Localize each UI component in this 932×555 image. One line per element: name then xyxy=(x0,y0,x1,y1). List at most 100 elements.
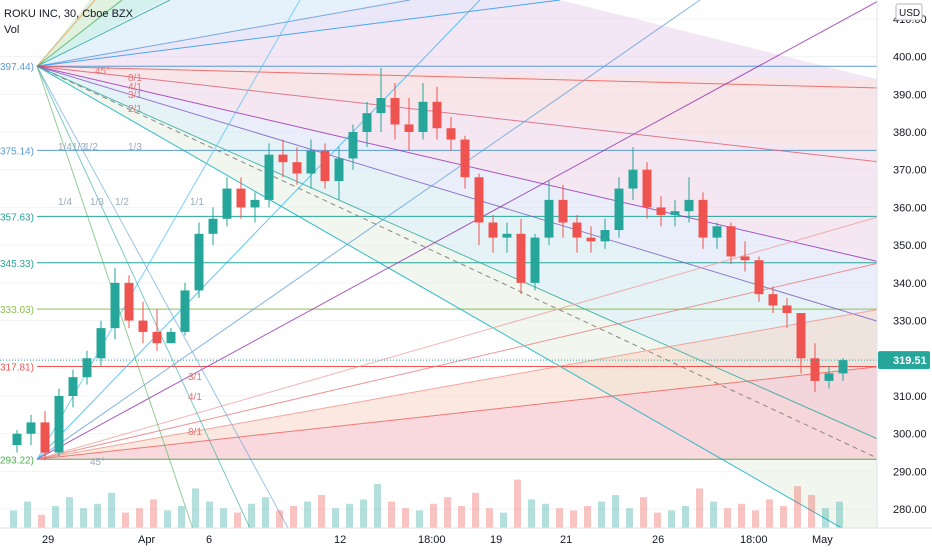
candle-body xyxy=(460,139,470,178)
candle-body xyxy=(320,150,330,182)
volume-bar xyxy=(430,503,437,528)
fan-label: 1/4 xyxy=(58,197,72,208)
candle-body xyxy=(810,358,820,381)
fan-label: 2/1 xyxy=(128,104,142,115)
candle-body xyxy=(404,124,414,132)
volume-bar xyxy=(696,488,703,528)
candle-body xyxy=(586,237,596,242)
candle-body xyxy=(754,260,764,295)
candle-body xyxy=(824,373,834,381)
y-tick-label: 330.00 xyxy=(893,316,927,328)
candle-body xyxy=(712,226,722,238)
candle-body xyxy=(194,233,204,291)
fan-line xyxy=(36,0,96,67)
candle-body xyxy=(544,199,554,238)
level-label: 375.14) xyxy=(0,146,34,157)
fan-line xyxy=(36,65,881,441)
volume-bar xyxy=(150,499,157,528)
volume-bar xyxy=(248,503,255,528)
fan-label: 4/1 xyxy=(128,82,142,93)
y-tick-label: 280.00 xyxy=(893,504,927,516)
fan-line xyxy=(36,65,881,163)
volume-bar xyxy=(416,510,423,528)
candle-body xyxy=(362,113,372,132)
volume-bar xyxy=(346,503,353,528)
fan-line xyxy=(36,65,881,89)
volume-bar xyxy=(640,497,647,528)
volume-bar xyxy=(836,501,843,528)
y-tick-label: 390.00 xyxy=(893,89,927,101)
fan-line xyxy=(36,366,881,460)
candle-body xyxy=(278,154,288,163)
fan-line xyxy=(36,0,701,460)
fan-line xyxy=(36,215,881,460)
fan-line xyxy=(36,0,411,67)
fan-line xyxy=(36,65,881,323)
fan-line xyxy=(36,65,301,551)
fan-label: 1/1 xyxy=(190,197,204,208)
volume-bar xyxy=(472,492,479,528)
volume-bar xyxy=(122,512,129,528)
volume-bar xyxy=(500,512,507,528)
level-label: 397.44) xyxy=(0,62,34,73)
volume-bar xyxy=(668,510,675,528)
candle-body xyxy=(82,358,92,378)
x-tick-label: 12 xyxy=(334,534,346,546)
x-tick-label: 6 xyxy=(206,534,212,546)
volume-bar xyxy=(584,506,591,528)
candle-body xyxy=(474,177,484,223)
time-axis-bg xyxy=(0,528,932,550)
candle-body xyxy=(152,331,162,344)
volume-bar xyxy=(542,503,549,528)
volume-bar xyxy=(136,508,143,528)
volume-bar xyxy=(234,512,241,528)
candle-body xyxy=(236,188,246,208)
volume-bar xyxy=(528,499,535,528)
volume-bar xyxy=(108,492,115,528)
candle-body xyxy=(516,233,526,283)
candle-body xyxy=(768,294,778,306)
volume-bar xyxy=(752,510,759,528)
volume-bar xyxy=(612,495,619,528)
fan-diagonal xyxy=(36,65,881,460)
candle-body xyxy=(572,222,582,238)
volume-bar xyxy=(738,503,745,528)
volume-bar xyxy=(654,512,661,528)
volume-bar xyxy=(682,506,689,528)
fan-line xyxy=(36,0,301,460)
y-tick-label: 400.00 xyxy=(893,52,927,64)
x-tick-label: 26 xyxy=(652,534,664,546)
candle-body xyxy=(110,282,120,329)
candle-body xyxy=(670,211,680,215)
candle-body xyxy=(306,150,316,174)
candle-body xyxy=(432,101,442,129)
fan-label: 1/4 xyxy=(58,142,72,153)
fan-label: 45° xyxy=(90,457,105,468)
candle-body xyxy=(684,199,694,212)
candle-body xyxy=(656,207,666,215)
candle-body xyxy=(796,313,806,359)
fan-line xyxy=(36,0,481,460)
y-tick-label: 310.00 xyxy=(893,391,927,403)
volume-bar xyxy=(766,499,773,528)
fan-line xyxy=(36,0,561,67)
fan-line xyxy=(36,262,881,460)
candle-body xyxy=(642,169,652,208)
y-tick-label: 300.00 xyxy=(893,429,927,441)
fan-line xyxy=(36,0,171,67)
y-tick-label: 380.00 xyxy=(893,127,927,139)
candle-body xyxy=(138,320,148,332)
volume-bar xyxy=(52,506,59,528)
candle-body xyxy=(54,396,64,453)
x-tick-label: 21 xyxy=(560,534,572,546)
volume-bar xyxy=(724,508,731,528)
candle-body xyxy=(12,433,22,446)
y-tick-label: 370.00 xyxy=(893,165,927,177)
candle-body xyxy=(698,199,708,238)
volume-bar xyxy=(514,479,521,528)
currency-label: USD xyxy=(899,8,920,19)
fan-wedge xyxy=(37,0,880,80)
fan-label: 1/3 xyxy=(72,142,86,153)
